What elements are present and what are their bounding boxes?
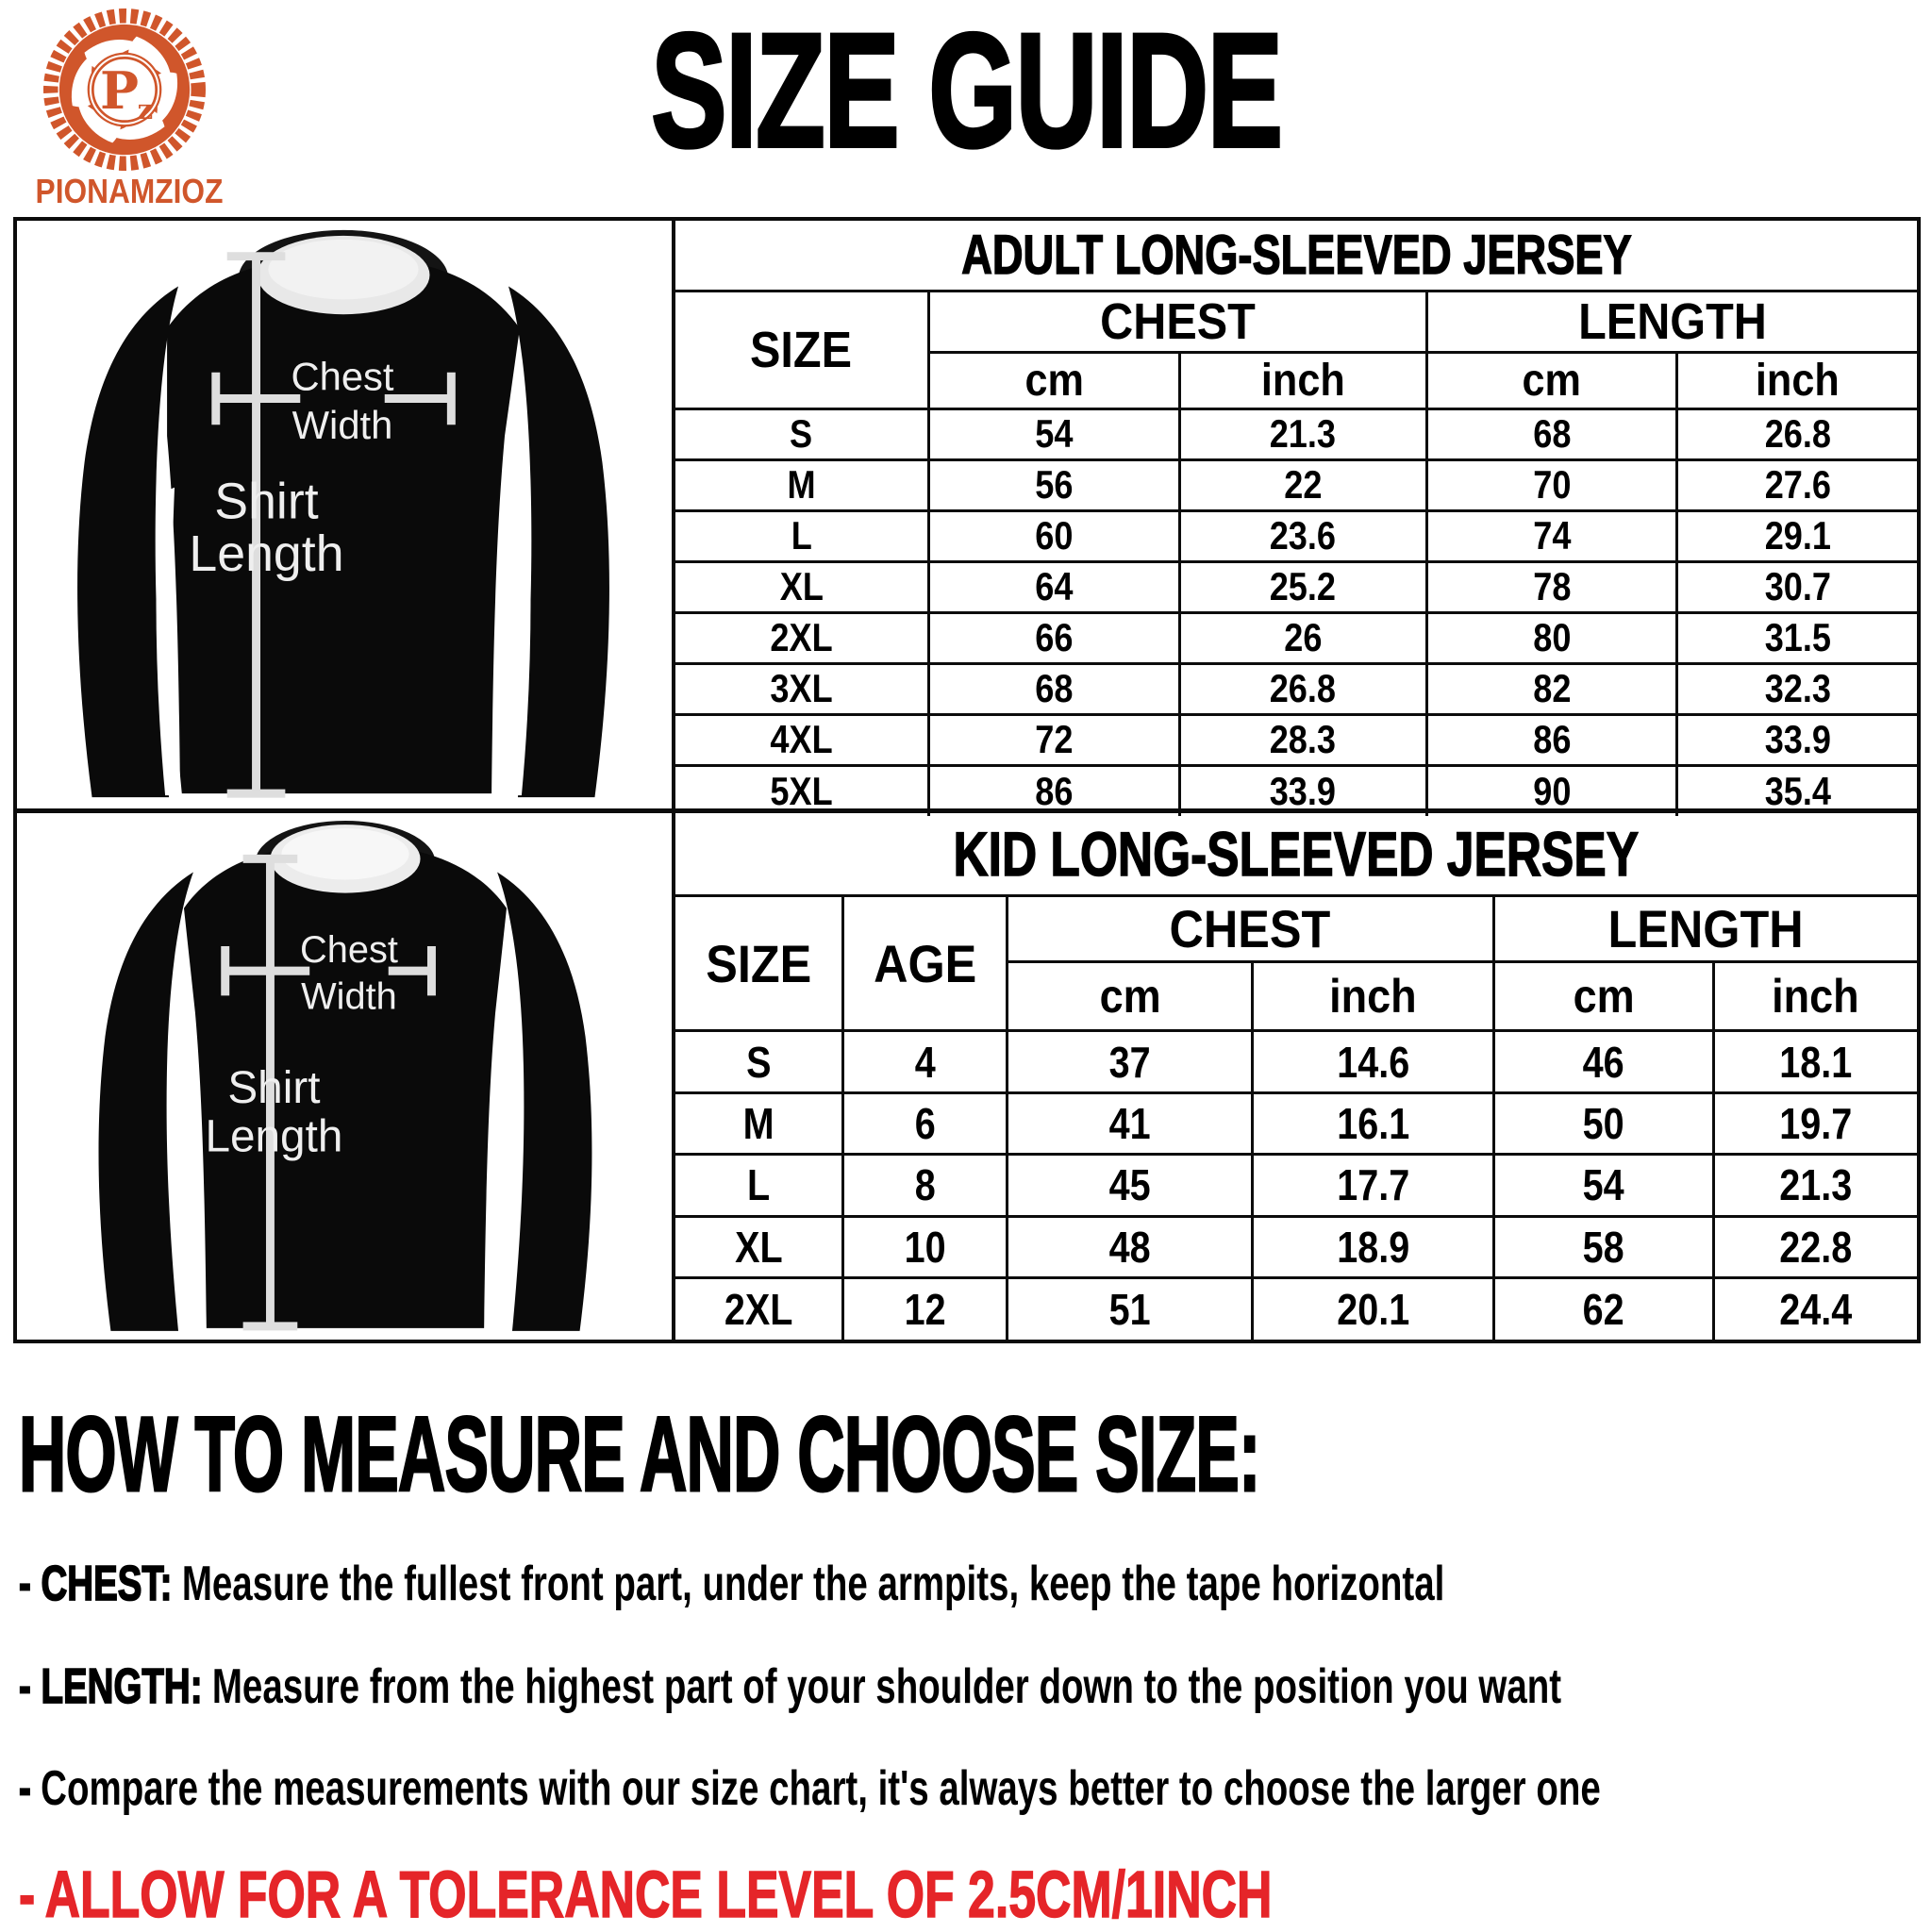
how-to-section: HOW TO MEASURE AND CHOOSE SIZE: - CHEST:… (18, 1395, 1915, 1931)
kid-jersey-figure: Chest Width Shirt Length (17, 813, 675, 1340)
col-header-chest: CHEST (1099, 292, 1256, 350)
how-to-bullet-length: - LENGTH: Measure from the highest part o… (18, 1658, 1562, 1714)
table-row: 2XL 12 51 20.1 62 24.4 (674, 1276, 1919, 1341)
shirt-length-line (226, 252, 286, 798)
adult-size-table: ADULT LONG-SLEEVED JERSEY SIZE CHEST LEN… (674, 219, 1919, 818)
table-row: M 56 22 70 27.6 (674, 458, 1919, 512)
table-row: S 54 21.3 68 26.8 (674, 407, 1919, 461)
kid-table-title-row: KID LONG-SLEEVED JERSEY (674, 811, 1919, 898)
shirt-length-label-bottom: Length (205, 1111, 342, 1161)
table-row: 2XL 66 26 80 31.5 (674, 610, 1919, 665)
table-row: S 4 37 14.6 46 18.1 (674, 1029, 1919, 1094)
how-to-bullet-compare: - Compare the measurements with our size … (18, 1761, 1601, 1817)
adult-table-title: ADULT LONG-SLEEVED JERSEY (960, 224, 1632, 287)
unit-cm: cm (1024, 355, 1084, 406)
chest-width-label-bottom: Width (292, 403, 393, 447)
unit-inch: inch (1772, 970, 1860, 1024)
kid-size-table: KID LONG-SLEEVED JERSEY SIZE AGE CHEST L… (674, 811, 1919, 1341)
brand-name: PIONAMZIOZ (35, 172, 224, 210)
adult-jersey-image: Chest Width Shirt Length (77, 229, 609, 798)
adult-table-title-row: ADULT LONG-SLEEVED JERSEY (674, 219, 1919, 292)
chest-width-label-bottom: Width (301, 975, 397, 1017)
table-row: 4XL 72 28.3 86 33.9 (674, 712, 1919, 767)
chest-width-line (211, 372, 456, 425)
table-row: L 8 45 17.7 54 21.3 (674, 1153, 1919, 1218)
col-header-age: AGE (873, 933, 977, 993)
how-to-bullet-chest: - CHEST: Measure the fullest front part, … (18, 1557, 1445, 1611)
col-header-length: LENGTH (1577, 292, 1767, 350)
unit-inch: inch (1329, 970, 1417, 1024)
size-chart-box: Chest Width Shirt Length ADULT LONG-SLEE… (13, 217, 1921, 1343)
brand-logo: P z PIONAMZIOZ (23, 4, 225, 211)
chest-width-label-top: Chest (300, 929, 398, 971)
how-to-heading: HOW TO MEASURE AND CHOOSE SIZE: (18, 1395, 1261, 1513)
unit-cm: cm (1099, 970, 1161, 1024)
table-row: M 6 41 16.1 50 19.7 (674, 1091, 1919, 1157)
gear-logo-icon: P z (42, 8, 206, 171)
unit-inch: inch (1756, 355, 1840, 406)
table-row: L 60 23.6 74 29.1 (674, 508, 1919, 563)
unit-inch: inch (1260, 355, 1345, 406)
kid-table-header-row: SIZE AGE CHEST LENGTH (674, 894, 1919, 1033)
tolerance-note: - ALLOW FOR A TOLERANCE LEVEL OF 2.5CM/1I… (18, 1857, 1273, 1931)
table-row: 3XL 68 26.8 82 32.3 (674, 661, 1919, 716)
unit-cm: cm (1573, 970, 1635, 1024)
kid-jersey-image: Chest Width Shirt Length (98, 821, 592, 1331)
chest-width-line (221, 946, 436, 996)
col-header-size: SIZE (750, 321, 853, 378)
shirt-length-label-top: Shirt (214, 474, 318, 530)
shirt-length-line (242, 854, 298, 1331)
shirt-length-label-bottom: Length (189, 525, 343, 582)
adult-table-panel: ADULT LONG-SLEEVED JERSEY SIZE CHEST LEN… (674, 219, 1919, 818)
kid-table-unit-row: cm inch cm inch (675, 959, 1919, 1033)
table-row: XL 10 48 18.9 58 22.8 (674, 1214, 1919, 1280)
col-header-length: LENGTH (1607, 899, 1804, 959)
kid-table-title: KID LONG-SLEEVED JERSEY (953, 818, 1640, 890)
unit-cm: cm (1522, 355, 1582, 406)
logo-monogram-z: z (137, 93, 153, 125)
col-header-size: SIZE (706, 933, 812, 993)
kid-table-panel: KID LONG-SLEEVED JERSEY SIZE AGE CHEST L… (674, 811, 1919, 1341)
col-header-chest: CHEST (1169, 899, 1331, 959)
adult-table-header-row: SIZE CHEST LENGTH (674, 289, 1919, 410)
shirt-length-label-top: Shirt (227, 1063, 320, 1113)
adult-table-unit-row: cm inch cm inch (675, 350, 1919, 410)
chest-width-label-top: Chest (291, 355, 393, 399)
table-row: 5XL 86 33.9 90 35.4 (674, 763, 1919, 818)
table-row: XL 64 25.2 78 30.7 (674, 559, 1919, 614)
page-title: SIZE GUIDE (649, 0, 1284, 181)
adult-jersey-figure: Chest Width Shirt Length (17, 221, 675, 813)
logo-monogram-p: P (100, 60, 139, 121)
